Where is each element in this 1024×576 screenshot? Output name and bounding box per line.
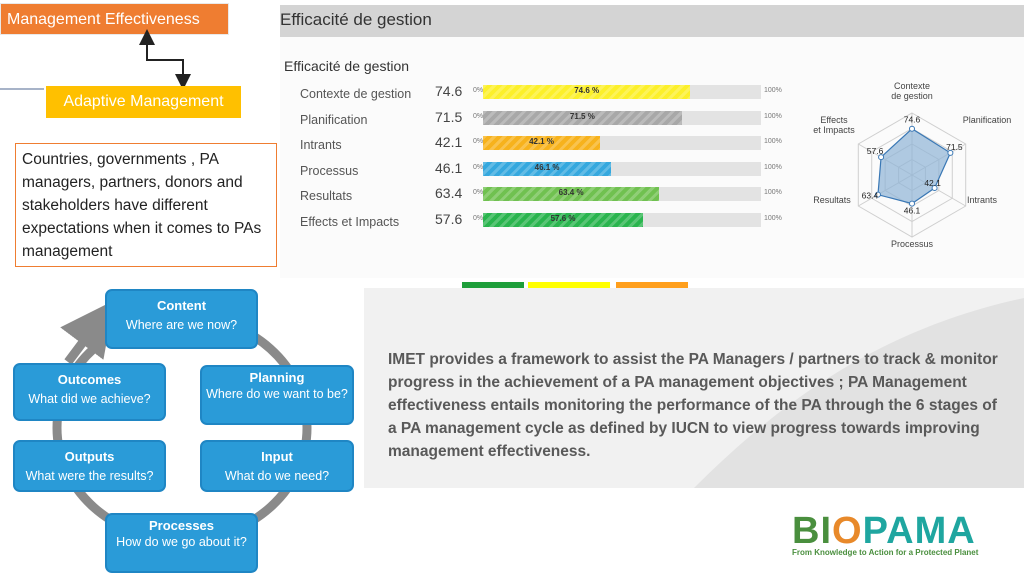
cycle-planning-question: Where do we want to be?: [206, 387, 348, 401]
description-text: IMET provides a framework to assist the …: [388, 351, 998, 460]
biopama-logo-word: BIOPAMA: [792, 510, 976, 552]
radar-axis-label: Resultats: [813, 195, 851, 205]
radar-chart: 74.6 71.5 42.1 46.1 63.4 57.6 Contexte de gesti…: [813, 81, 1012, 249]
stakeholders-text-box: Countries, governments , PA managers, pa…: [15, 143, 277, 267]
cycle-planning-title: Planning: [249, 370, 305, 385]
radar-point: [909, 200, 915, 207]
radar-point-label: 71.5: [946, 142, 963, 152]
effectiveness-panel: Efficacité de gestion Efficacité de gest…: [280, 5, 1024, 278]
bar-data-label: 42.1 %: [529, 137, 554, 147]
bar-min-label: 0%: [473, 189, 484, 197]
bar-value-label: 42.1: [435, 134, 463, 151]
bar-min-label: 0%: [473, 163, 484, 171]
description-background: [364, 288, 1024, 488]
bar-value-label: 71.5: [435, 108, 463, 125]
bar-track: 57.6 %: [483, 213, 761, 227]
cycle-outcomes-question: What did we achieve?: [28, 392, 151, 406]
bar-data-label: 74.6 %: [574, 86, 600, 95]
bar-category-label: Processus: [300, 163, 359, 178]
bar-min-label: 0%: [473, 87, 484, 94]
cycle-outputs-title: Outputs: [64, 449, 115, 464]
cycle-input-question: What do we need?: [224, 469, 330, 483]
bar-category-label: Contexte de gestion: [300, 87, 412, 101]
bar: 42.1 %: [483, 136, 601, 151]
radar-point-label: 42.1: [924, 178, 941, 188]
radar-point: [931, 185, 938, 192]
cycle-content-question: Where are we now?: [125, 318, 238, 332]
bar-category-label: Planification: [300, 112, 368, 127]
bar-max-label: 100%: [764, 87, 782, 94]
bar-min-label: 0%: [473, 112, 484, 120]
cycle-content[interactable]: Content Where are we now?: [105, 289, 258, 349]
panel-header-title: Efficacité de gestion: [280, 10, 432, 29]
bar-track: 42.1 %: [483, 136, 761, 151]
bar-min-label: 0%: [473, 215, 484, 222]
radar-axis-label: Intrants: [967, 195, 998, 205]
radar-point-label: 57.6: [867, 146, 884, 156]
bar-max-label: 100%: [764, 112, 782, 120]
cycle-input[interactable]: Input What do we need?: [200, 440, 354, 492]
cycle-planning[interactable]: Planning Where do we want to be?: [200, 365, 354, 425]
bar-track: 63.4 %: [483, 187, 761, 202]
bar-min-label: 0%: [473, 138, 484, 146]
radar-axis-label: Contexte de gestion: [891, 81, 933, 101]
bar-value-label: 46.1: [435, 159, 463, 176]
management-effectiveness-box: Management Effectiveness: [0, 3, 229, 35]
bar: 63.4 %: [483, 187, 660, 202]
cycle-outcomes[interactable]: Outcomes What did we achieve?: [13, 363, 166, 421]
radar-axis-label: Planification: [963, 115, 1012, 125]
radar-axis-label: Processus: [891, 239, 934, 249]
bar-category-label: Effects et Impacts: [300, 215, 400, 229]
radar-point: [909, 125, 915, 132]
bar-chart-title: Efficacité de gestion: [284, 58, 410, 74]
cycle-processes-question: How do we go about it?: [116, 535, 247, 549]
bar-data-label: 46.1 %: [534, 162, 560, 172]
radar-series: [877, 127, 952, 205]
cycle-outcomes-title: Outcomes: [57, 372, 122, 387]
radar-point: [878, 154, 885, 161]
bar-track: 71.5 %: [483, 110, 761, 125]
cycle-outputs[interactable]: Outputs What were the results?: [13, 440, 166, 492]
adaptive-management-box: Adaptive Management: [46, 86, 241, 118]
bar-value-label: 63.4: [435, 185, 463, 202]
bar: 46.1 %: [483, 161, 612, 176]
bar-value-label: 74.6: [435, 83, 463, 99]
bar-category-label: Resultats: [300, 189, 353, 204]
bar-data-label: 57.6 %: [550, 214, 576, 223]
bar-value-label: 57.6: [435, 211, 463, 227]
bar: 57.6 %: [483, 213, 644, 227]
bar-track: 74.6 %: [483, 85, 761, 99]
cycle-content-title: Content: [156, 298, 207, 313]
bar-max-label: 100%: [764, 163, 782, 171]
biopama-tagline: From Knowledge to Action for a Protected…: [792, 548, 979, 557]
radar-point-label: 74.6: [904, 115, 921, 125]
radar-point-label: 63.4: [862, 191, 879, 201]
cycle-processes[interactable]: Processes How do we go about it?: [105, 513, 258, 573]
bar: 71.5 %: [483, 110, 682, 125]
cycle-processes-title: Processes: [148, 518, 215, 533]
radar-point: [947, 149, 954, 156]
bar-data-label: 71.5 %: [569, 111, 595, 121]
panel-header: Efficacité de gestion: [280, 5, 1024, 37]
bar-category-label: Intrants: [300, 138, 342, 153]
radar-point: [874, 191, 881, 198]
radar-point-label: 46.1: [904, 206, 921, 216]
connector-arrows: [0, 29, 191, 90]
bar-track: 46.1 %: [483, 161, 761, 176]
cycle-input-title: Input: [261, 449, 293, 464]
radar-axis-label: Effects et Impacts: [813, 115, 855, 135]
bar-max-label: 100%: [764, 138, 782, 146]
biopama-logo: BIOPAMA: [792, 510, 976, 553]
bar-max-label: 100%: [764, 215, 782, 222]
bar-max-label: 100%: [764, 189, 782, 197]
bar: 74.6 %: [483, 85, 691, 99]
cycle-outputs-question: What were the results?: [25, 469, 154, 483]
bar-data-label: 63.4 %: [558, 188, 584, 198]
